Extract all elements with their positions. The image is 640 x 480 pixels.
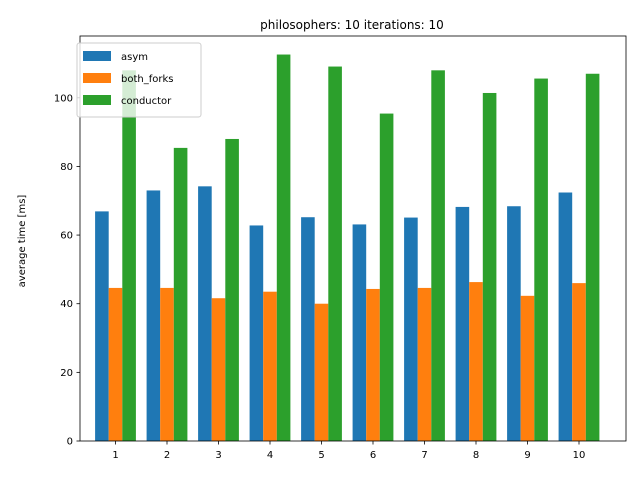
x-tick-label: 2 xyxy=(164,450,170,461)
bar-both-forks-10 xyxy=(572,283,586,441)
bar-conductor-3 xyxy=(225,138,239,441)
x-tick-label: 5 xyxy=(318,450,324,461)
bar-conductor-5 xyxy=(328,66,342,442)
bar-conductor-9 xyxy=(534,78,548,441)
plot-frame xyxy=(79,35,627,442)
x-tick-label: 3 xyxy=(215,450,221,461)
y-axis-label: average time [ms] xyxy=(17,195,28,288)
bar-both-forks-6 xyxy=(366,288,380,441)
bar-conductor-7 xyxy=(431,70,445,442)
bar-asym-3 xyxy=(198,186,212,441)
bar-asym-1 xyxy=(95,211,109,441)
bars-layer xyxy=(95,54,600,442)
bar-asym-9 xyxy=(507,206,521,441)
x-tick-label: 1 xyxy=(112,450,118,461)
bar-conductor-6 xyxy=(379,113,394,441)
bar-asym-2 xyxy=(146,190,161,441)
bar-asym-10 xyxy=(558,192,573,441)
bar-both-forks-7 xyxy=(417,287,432,441)
x-tick-label: 7 xyxy=(421,450,427,461)
y-tick-label: 80 xyxy=(60,162,73,173)
x-tick-label: 9 xyxy=(524,450,530,461)
y-tick-label: 100 xyxy=(54,93,73,104)
y-tick-label: 40 xyxy=(60,299,73,310)
bar-both-forks-5 xyxy=(314,303,329,441)
bar-conductor-8 xyxy=(482,92,497,441)
bar-conductor-10 xyxy=(585,73,600,441)
bar-asym-4 xyxy=(249,225,264,441)
bar-asym-5 xyxy=(301,217,315,441)
x-tick-label: 8 xyxy=(473,450,479,461)
bar-conductor-1 xyxy=(122,70,136,442)
legend-label-both-forks: both_forks xyxy=(121,74,173,85)
bar-conductor-4 xyxy=(276,54,291,441)
bar-asym-6 xyxy=(352,224,367,441)
y-tick-label: 20 xyxy=(60,368,73,379)
bar-conductor-2 xyxy=(173,147,188,441)
x-tick-label: 4 xyxy=(267,450,273,461)
bar-both-forks-4 xyxy=(263,291,277,441)
legend-swatch-both-forks xyxy=(83,73,111,83)
legend-swatch-conductor xyxy=(83,95,111,105)
legend-label-asym: asym xyxy=(121,52,148,63)
legend-label-conductor: conductor xyxy=(121,96,172,107)
y-tick-label: 60 xyxy=(60,231,73,242)
legend-swatch-asym xyxy=(83,51,111,61)
x-tick-label: 6 xyxy=(370,450,376,461)
y-tick-label: 0 xyxy=(67,437,73,448)
bar-asym-7 xyxy=(404,217,418,441)
bar-both-forks-8 xyxy=(469,282,483,441)
x-tick-label: 10 xyxy=(573,450,586,461)
bar-asym-8 xyxy=(455,206,470,441)
legend: asym both_forks conductor xyxy=(76,42,202,118)
bar-both-forks-3 xyxy=(211,298,226,441)
bar-both-forks-1 xyxy=(108,287,123,441)
chart-title: philosophers: 10 iterations: 10 xyxy=(260,18,444,32)
bar-both-forks-9 xyxy=(520,295,535,441)
bar-both-forks-2 xyxy=(160,287,174,441)
